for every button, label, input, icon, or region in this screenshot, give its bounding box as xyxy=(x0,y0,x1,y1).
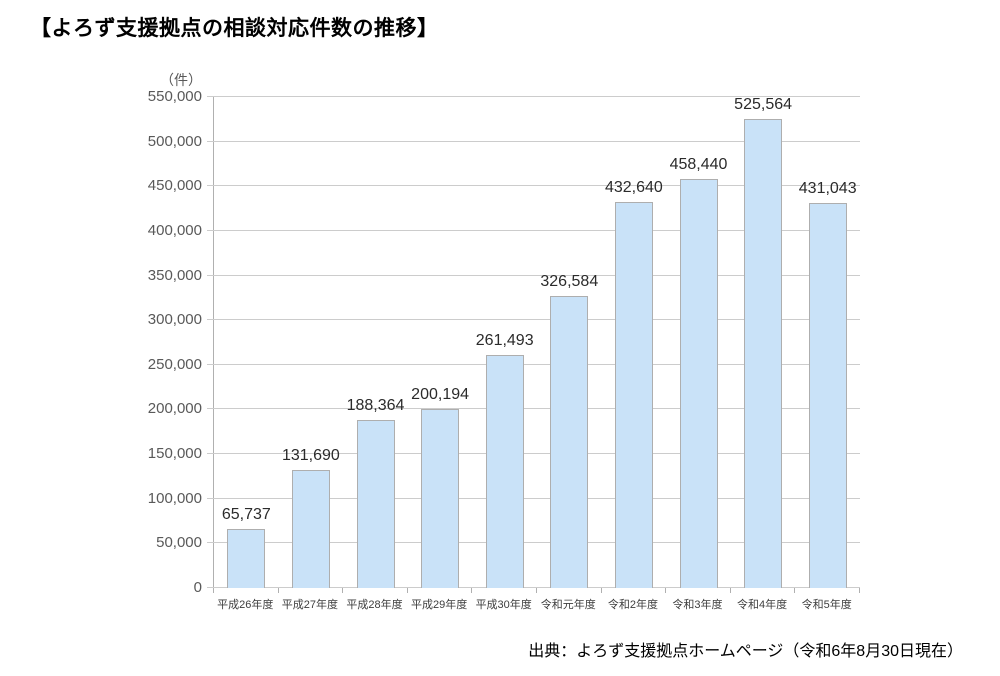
x-axis-boundary-tick xyxy=(600,588,602,593)
y-axis-unit-label: （件） xyxy=(160,72,202,88)
bar-value-label: 326,584 xyxy=(540,273,599,291)
y-axis-tick-label: 450,000 xyxy=(147,177,202,195)
x-axis-tick-label: 平成26年度 xyxy=(217,599,274,611)
bar-令和2年度 xyxy=(614,201,653,588)
bar-令和3年度 xyxy=(679,178,718,588)
bar-平成28年度 xyxy=(356,419,395,588)
x-axis-boundary-tick xyxy=(213,588,214,593)
gridline xyxy=(207,408,860,410)
gridline xyxy=(207,542,860,544)
x-axis-tick-label: 令和4年度 xyxy=(737,599,788,611)
x-axis-boundary-tick xyxy=(342,588,344,593)
gridline xyxy=(207,229,860,231)
bar-value-label: 431,043 xyxy=(798,180,857,198)
y-axis-tick-label: 0 xyxy=(193,579,202,596)
x-axis-tick-label: 令和5年度 xyxy=(801,599,852,611)
y-axis-tick-label: 150,000 xyxy=(147,445,202,463)
plot-area: 65,737 131,690 188,364 200,194 261,493 326,58… xyxy=(207,95,860,588)
bar-value-label: 65,737 xyxy=(221,506,271,524)
x-axis-tick-label: 令和2年度 xyxy=(607,599,658,611)
y-axis-tick-label: 200,000 xyxy=(147,400,202,418)
bar-value-label: 200,194 xyxy=(411,386,470,404)
x-axis-boundary-tick xyxy=(277,588,279,593)
x-axis-boundary-tick xyxy=(471,588,473,593)
y-axis-tick-label: 100,000 xyxy=(147,489,202,507)
bar-令和4年度 xyxy=(744,118,783,588)
bar-平成30年度 xyxy=(485,354,524,588)
x-axis-boundary-tick xyxy=(794,588,796,593)
bar-平成26年度 xyxy=(227,529,266,588)
bar-value-label: 131,690 xyxy=(281,447,340,465)
bar-value-label: 188,364 xyxy=(346,396,405,414)
gridline xyxy=(207,319,860,321)
gridline xyxy=(207,497,860,499)
gridline xyxy=(207,587,860,588)
bar-平成27年度 xyxy=(291,470,330,588)
x-axis-tick-label: 平成29年度 xyxy=(410,599,468,611)
bar-令和元年度 xyxy=(550,296,589,588)
x-axis-boundary-tick xyxy=(406,588,408,593)
bar-value-label: 525,564 xyxy=(734,95,793,113)
y-axis-tick-label: 300,000 xyxy=(147,311,202,329)
bar-value-label: 261,493 xyxy=(475,331,534,349)
source-caption: 出典：よろず支援拠点ホームページ（令和6年8月30日現在） xyxy=(528,643,963,660)
y-axis-tick-label: 350,000 xyxy=(147,266,202,284)
x-axis-labels: 平成26年度 平成27年度 平成28年度 平成29年度 平成30年度 令和元年度 令和2年度… xyxy=(213,596,859,612)
y-axis-tick-label: 50,000 xyxy=(156,534,202,552)
bar-value-label: 458,440 xyxy=(669,155,728,173)
gridline xyxy=(207,96,860,97)
x-axis-boundary-tick xyxy=(536,588,537,593)
y-axis-tick-label: 250,000 xyxy=(147,355,202,373)
chart-title: 【よろず支援拠点の相談対応件数の推移】 xyxy=(30,17,439,40)
bar-平成29年度 xyxy=(421,409,460,588)
gridline xyxy=(207,363,860,365)
bar-令和5年度 xyxy=(808,203,847,588)
x-axis-boundary-tick xyxy=(665,588,667,593)
x-axis-tick-label: 平成30年度 xyxy=(475,599,532,611)
x-axis-tick-label: 平成28年度 xyxy=(346,599,403,611)
y-axis-tick-label: 500,000 xyxy=(147,132,202,150)
bar-value-label: 432,640 xyxy=(604,178,663,196)
x-axis-tick-label: 令和3年度 xyxy=(672,599,723,611)
gridline xyxy=(207,140,860,142)
gridline xyxy=(207,453,860,455)
x-axis-boundary-tick xyxy=(729,588,731,593)
x-axis-tick-label: 令和元年度 xyxy=(540,599,596,611)
gridline xyxy=(207,274,860,276)
gridline xyxy=(207,185,860,187)
x-axis-tick-label: 平成27年度 xyxy=(281,599,339,611)
y-axis-tick-label: 550,000 xyxy=(147,88,202,105)
y-axis-tick-label: 400,000 xyxy=(147,221,202,239)
x-axis-boundary-tick xyxy=(859,588,860,593)
